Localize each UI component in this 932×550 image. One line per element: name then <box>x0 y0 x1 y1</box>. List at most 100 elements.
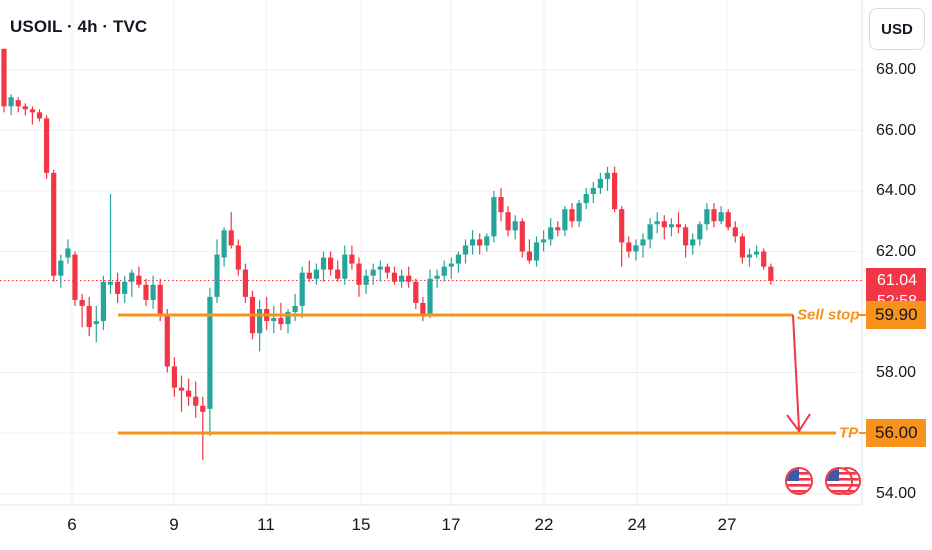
candle-body <box>228 230 234 246</box>
candle-body <box>562 209 568 231</box>
candle-body <box>72 254 78 300</box>
candle-body <box>576 203 582 222</box>
candle-body <box>299 272 305 306</box>
candle-body <box>370 269 376 276</box>
y-tick-label: 68.00 <box>876 61 917 78</box>
candle-body <box>8 97 14 107</box>
candle-body <box>548 227 554 240</box>
candle-body <box>143 284 149 300</box>
candle-body <box>761 251 767 267</box>
candle-body <box>491 197 497 237</box>
candle-body <box>569 209 575 222</box>
candle-body <box>328 257 334 270</box>
candle-body <box>399 275 405 282</box>
level-price-tag: 56.00 <box>866 419 926 447</box>
x-tick-label: 24 <box>627 515 647 534</box>
candle-body <box>349 254 355 264</box>
candle-body <box>739 236 745 258</box>
arrow-head <box>786 413 811 433</box>
candle-body <box>420 302 426 316</box>
candle-body <box>555 227 561 231</box>
candle-body <box>271 318 277 322</box>
candle-body <box>519 221 525 252</box>
candle-body <box>434 275 440 279</box>
candle-body <box>391 272 398 282</box>
candle-body <box>44 118 50 173</box>
candle-body <box>675 224 682 228</box>
candle-body <box>115 281 121 294</box>
candle-body <box>484 236 490 246</box>
y-tick-label: 54.00 <box>876 484 917 502</box>
us-flag-stack-icon[interactable] <box>825 467 853 495</box>
candle-body <box>626 242 632 252</box>
candle-body <box>647 224 653 240</box>
candle-body <box>150 284 156 300</box>
candle-body <box>221 230 227 258</box>
candle-body <box>36 112 43 119</box>
candle-body <box>292 305 298 312</box>
x-tick-label: 17 <box>441 515 461 534</box>
candle-body <box>278 318 284 325</box>
candle-body <box>498 197 504 213</box>
x-tick-label: 15 <box>351 515 371 534</box>
x-tick-label: 11 <box>257 515 275 534</box>
level-label: Sell stop <box>797 306 860 324</box>
candle-body <box>193 396 199 406</box>
candle-body <box>697 224 703 240</box>
candle-body <box>683 227 689 246</box>
candle-body <box>505 212 511 231</box>
candle-body <box>612 172 618 210</box>
y-tick-label: 64.00 <box>876 182 917 199</box>
candle-body <box>661 221 667 228</box>
us-flag-icon[interactable] <box>785 467 813 495</box>
candle-body <box>690 239 696 246</box>
y-tick-label: 62.00 <box>876 242 917 260</box>
candle-body <box>164 315 170 367</box>
candle-body <box>157 284 163 316</box>
candle-body <box>732 227 738 237</box>
candle-body <box>207 296 213 409</box>
candle-body <box>186 390 192 397</box>
candle-body <box>22 106 28 110</box>
candle-body <box>107 281 114 285</box>
currency-button[interactable]: USD <box>869 8 925 50</box>
candle-body <box>58 260 64 276</box>
candle-body <box>470 239 476 246</box>
candle-body <box>448 263 454 267</box>
candle-body <box>65 248 71 258</box>
candle-body <box>654 221 660 225</box>
candle-body <box>86 305 92 328</box>
candle-body <box>512 221 518 231</box>
candle-body <box>306 272 312 279</box>
candle-body <box>590 187 596 195</box>
candle-body <box>15 100 21 107</box>
x-tick-label: 22 <box>534 515 554 534</box>
level-lines <box>118 313 866 435</box>
candle-body <box>257 308 263 334</box>
target-arrow <box>786 314 811 433</box>
candle-body <box>583 194 589 204</box>
candle-body <box>242 269 248 297</box>
candle-body <box>704 209 710 225</box>
candle-body <box>746 254 753 258</box>
candle-body <box>597 178 603 188</box>
candle-body <box>477 239 483 246</box>
candle-body <box>427 278 433 316</box>
candle-body <box>604 172 611 179</box>
candle-body <box>526 251 532 261</box>
arrow-shaft <box>792 314 800 430</box>
candle-body <box>100 281 106 322</box>
candle-body <box>455 254 461 264</box>
candle-body <box>214 254 220 297</box>
chart-title: USOIL · 4h · TVC <box>10 17 148 36</box>
candle-body <box>200 405 206 412</box>
candle-body <box>342 254 348 279</box>
candle-body <box>93 321 99 325</box>
candle-body <box>335 269 341 279</box>
candle-body <box>79 299 85 306</box>
candle-body <box>384 266 390 273</box>
candle-body <box>718 212 724 222</box>
candle-body <box>122 281 128 294</box>
candle-body <box>136 275 142 285</box>
candle-body <box>633 245 639 252</box>
